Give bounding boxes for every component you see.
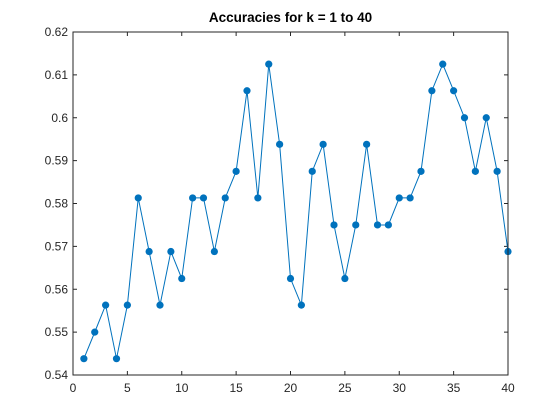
data-point [493, 167, 501, 175]
y-tick-label: 0.56 [45, 282, 69, 296]
y-tick-label: 0.61 [45, 68, 69, 82]
data-point [276, 140, 284, 148]
chart-title: Accuracies for k = 1 to 40 [209, 10, 372, 25]
y-tick-label: 0.59 [45, 154, 69, 168]
data-point [373, 221, 382, 229]
x-tick-label: 25 [338, 381, 352, 395]
axis-ticks: 0 5 10 15 20 25 30 35 40 0.54 0.55 0.56 0.57 0.58 0.59… [45, 25, 515, 395]
data-point [428, 87, 436, 95]
y-tick-label: 0.6 [51, 111, 68, 125]
data-point [286, 274, 295, 283]
data-point [210, 247, 218, 256]
y-tick-label: 0.58 [45, 197, 69, 211]
x-tick-label: 35 [447, 381, 461, 395]
data-point [330, 221, 338, 229]
x-tick-label: 20 [284, 381, 298, 395]
data-point [80, 355, 88, 363]
x-tick-label: 5 [124, 381, 131, 395]
data-point [439, 60, 447, 68]
data-point [384, 221, 392, 229]
data-point [167, 247, 175, 256]
series-line [83, 62, 509, 359]
x-tick-label: 0 [70, 381, 77, 395]
data-point [297, 301, 305, 309]
y-tick-label: 0.55 [45, 325, 69, 339]
data-point [363, 140, 371, 148]
data-point [243, 87, 251, 95]
data-point [134, 194, 142, 202]
series-layer [80, 60, 512, 363]
data-point [319, 140, 327, 148]
data-point [417, 167, 425, 175]
data-point [482, 114, 490, 122]
data-point [102, 301, 110, 309]
data-point [450, 87, 458, 95]
data-point [232, 167, 240, 175]
data-point [352, 221, 360, 229]
data-point [189, 194, 197, 202]
x-tick-label: 10 [175, 381, 189, 395]
axes-background [73, 32, 508, 375]
data-point [199, 194, 208, 202]
data-point [460, 114, 469, 122]
data-point [112, 355, 121, 363]
data-point [91, 328, 99, 336]
x-tick-label: 15 [229, 381, 243, 395]
data-point [221, 194, 229, 202]
data-point [395, 194, 403, 202]
axes-box [72, 31, 509, 376]
data-point [123, 301, 131, 309]
data-point [265, 60, 273, 68]
y-tick-label: 0.57 [45, 239, 69, 253]
data-point [156, 301, 164, 309]
data-point [406, 194, 414, 202]
x-tick-label: 30 [393, 381, 407, 395]
data-point [145, 247, 153, 256]
y-tick-label: 0.54 [45, 368, 69, 382]
data-point [308, 167, 316, 175]
x-tick-label: 40 [501, 381, 515, 395]
data-point [178, 274, 186, 283]
data-point [341, 274, 349, 283]
data-point [254, 194, 262, 202]
data-point [471, 167, 479, 175]
y-tick-label: 0.62 [45, 25, 69, 39]
